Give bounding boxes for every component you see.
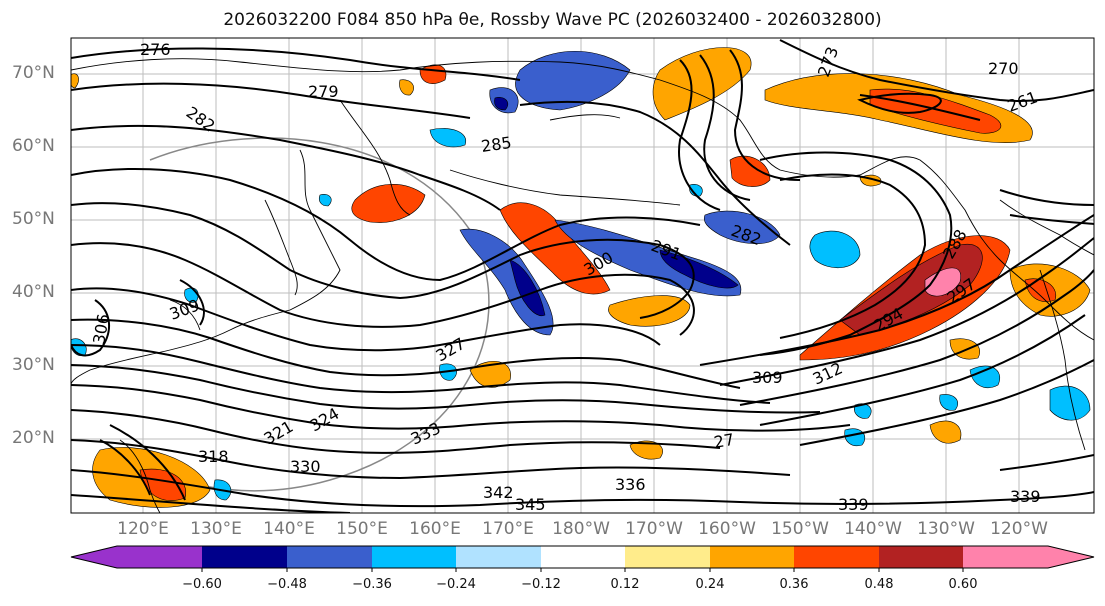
colorbar-tick: 0.24 xyxy=(695,577,725,592)
contour-label: 27 xyxy=(712,430,735,452)
colorbar-segment xyxy=(625,546,710,568)
contour-label: 339 xyxy=(838,495,869,514)
lon-label-120e: 120°E xyxy=(117,519,169,539)
colorbar-tick: 0.36 xyxy=(779,577,809,592)
colorbar-tick: 0.60 xyxy=(948,577,978,592)
lon-label-130w: 130°W xyxy=(917,519,975,539)
colorbar-tick: −0.48 xyxy=(267,577,307,592)
lon-label-170e: 170°E xyxy=(482,519,534,539)
colorbar-segment xyxy=(541,546,625,568)
colorbar-segment xyxy=(456,546,541,568)
lon-label-150w: 150°W xyxy=(771,519,829,539)
contour-label: 279 xyxy=(308,82,339,101)
lon-label-170w: 170°W xyxy=(625,519,683,539)
colorbar-tick: 0.12 xyxy=(610,577,640,592)
theta-e-contours xyxy=(71,39,1094,513)
colorbar-segment xyxy=(71,546,202,568)
gray-reference-circle xyxy=(149,137,490,492)
colorbar-tick: −0.60 xyxy=(182,577,222,592)
colorbar-segment xyxy=(879,546,963,568)
colorbar-segment xyxy=(710,546,794,568)
lon-label-160w: 160°W xyxy=(698,519,756,539)
colorbar-tick: −0.24 xyxy=(436,577,476,592)
contour-label: 276 xyxy=(140,40,171,59)
colorbar-segment xyxy=(963,546,1094,568)
colorbar-segment xyxy=(287,546,372,568)
contour-label: 336 xyxy=(615,475,646,494)
colorbar xyxy=(70,545,1095,572)
lat-label-30n: 30°N xyxy=(12,355,55,375)
lat-label-60n: 60°N xyxy=(12,136,55,156)
contour-label: 285 xyxy=(480,133,513,156)
colorbar-tick: −0.12 xyxy=(521,577,561,592)
lon-label-150e: 150°E xyxy=(336,519,388,539)
lat-label-40n: 40°N xyxy=(12,282,55,302)
contour-label: 309 xyxy=(752,368,783,387)
theta-e-map: 276 279 282 285 273 270 261 291 282 300 … xyxy=(70,37,1095,514)
lon-label-140w: 140°W xyxy=(844,519,902,539)
contour-label: 342 xyxy=(483,483,514,502)
contour-label: 270 xyxy=(988,59,1019,78)
lat-label-70n: 70°N xyxy=(12,63,55,83)
contour-label: 318 xyxy=(198,447,229,466)
lat-label-50n: 50°N xyxy=(12,209,55,229)
lon-label-140e: 140°E xyxy=(263,519,315,539)
lon-label-180w: 180°W xyxy=(552,519,610,539)
lon-label-130e: 130°E xyxy=(190,519,242,539)
colorbar-tick: 0.48 xyxy=(864,577,894,592)
contour-label: 345 xyxy=(515,495,546,514)
positive-anomaly-fill xyxy=(71,47,1091,508)
colorbar-segment xyxy=(202,546,287,568)
lat-label-20n: 20°N xyxy=(12,428,55,448)
lon-label-120w: 120°W xyxy=(990,519,1048,539)
contour-label: 339 xyxy=(1010,487,1041,506)
lon-label-160e: 160°E xyxy=(409,519,461,539)
colorbar-segment xyxy=(794,546,879,568)
map-title: 2026032200 F084 850 hPa θe, Rossby Wave … xyxy=(223,10,882,30)
colorbar-segment xyxy=(372,546,456,568)
colorbar-tick: −0.36 xyxy=(352,577,392,592)
contour-label: 330 xyxy=(290,457,321,476)
